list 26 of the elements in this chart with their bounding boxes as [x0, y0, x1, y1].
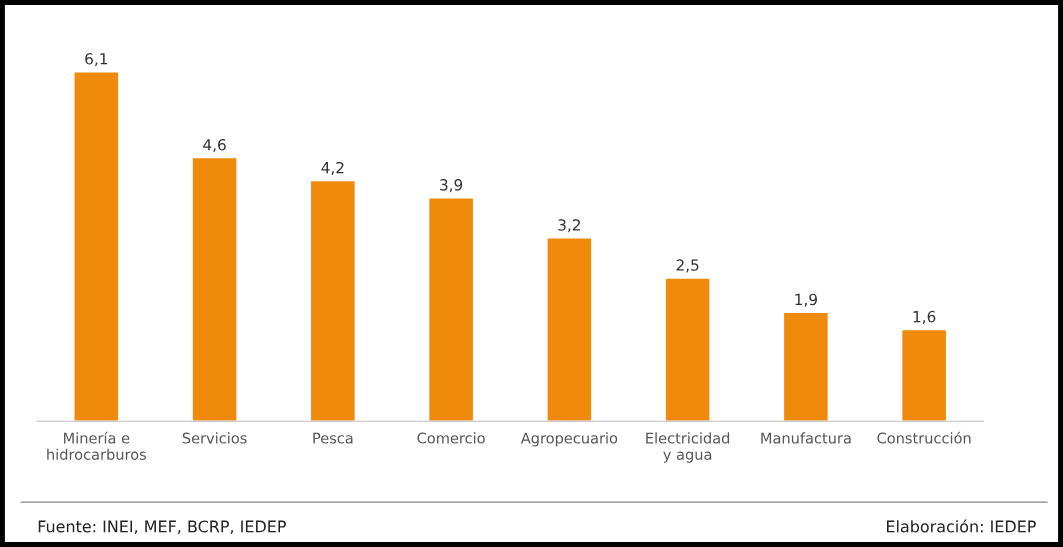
- bar: [427, 197, 475, 422]
- x-tick-label: Agropecuario: [520, 432, 618, 447]
- bar: [191, 156, 238, 422]
- x-tick-label: Pesca: [313, 432, 353, 444]
- data-label: 6,1: [85, 53, 108, 67]
- bar: [664, 277, 711, 422]
- data-label: 4,2: [321, 161, 344, 175]
- data-label: 3,9: [440, 179, 463, 193]
- data-label: 3,2: [558, 219, 580, 233]
- data-label: 2,5: [676, 259, 699, 273]
- x-tick-label: Electricidad y agua: [646, 432, 730, 463]
- bar: [309, 179, 357, 422]
- bar: [546, 237, 593, 422]
- bar: [73, 71, 120, 422]
- x-tick-label: Servicios: [182, 432, 247, 444]
- source-note: Fuente: INEI, MEF, BCRP, IEDEP: [38, 520, 286, 535]
- data-label: 4,6: [203, 138, 226, 153]
- bar: [782, 311, 830, 422]
- data-label: 1,6: [913, 310, 936, 324]
- bar: [900, 328, 948, 422]
- x-tick-label: Minería e hidrocarburos: [47, 431, 147, 460]
- x-tick-label: Comercio: [417, 432, 485, 444]
- x-tick-label: Construcción: [877, 431, 971, 444]
- text: Elaboración: IEDEP: [887, 519, 1036, 533]
- data-label: 1,9: [795, 293, 817, 307]
- x-tick-label: Manufactura: [761, 432, 851, 444]
